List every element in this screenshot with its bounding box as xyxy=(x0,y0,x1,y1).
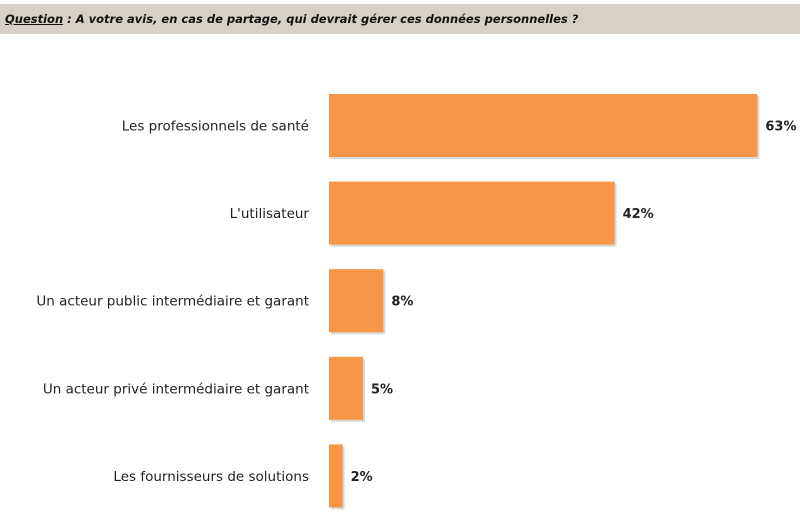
question-body: : A votre avis, en cas de partage, qui d… xyxy=(63,12,579,26)
bar xyxy=(329,181,615,245)
data-label: 63% xyxy=(765,120,796,135)
question-label: Question xyxy=(5,12,64,26)
category-label: Les fournisseurs de solutions xyxy=(113,469,309,485)
data-label: 42% xyxy=(623,207,654,222)
bar xyxy=(329,269,384,333)
bar xyxy=(329,444,343,508)
question-header: Question : A votre avis, en cas de parta… xyxy=(0,4,800,34)
bar xyxy=(329,94,758,157)
category-label: Un acteur privé intermédiaire et garant xyxy=(43,381,309,397)
data-label: 8% xyxy=(391,295,413,310)
bar xyxy=(329,356,363,420)
category-label: L'utilisateur xyxy=(230,206,310,222)
category-label: Les professionnels de santé xyxy=(122,119,309,135)
question-text: Question : A votre avis, en cas de parta… xyxy=(5,12,578,26)
category-label: Un acteur public intermédiaire et garant xyxy=(36,294,309,310)
data-label: 5% xyxy=(371,382,393,397)
data-label: 2% xyxy=(351,470,373,485)
